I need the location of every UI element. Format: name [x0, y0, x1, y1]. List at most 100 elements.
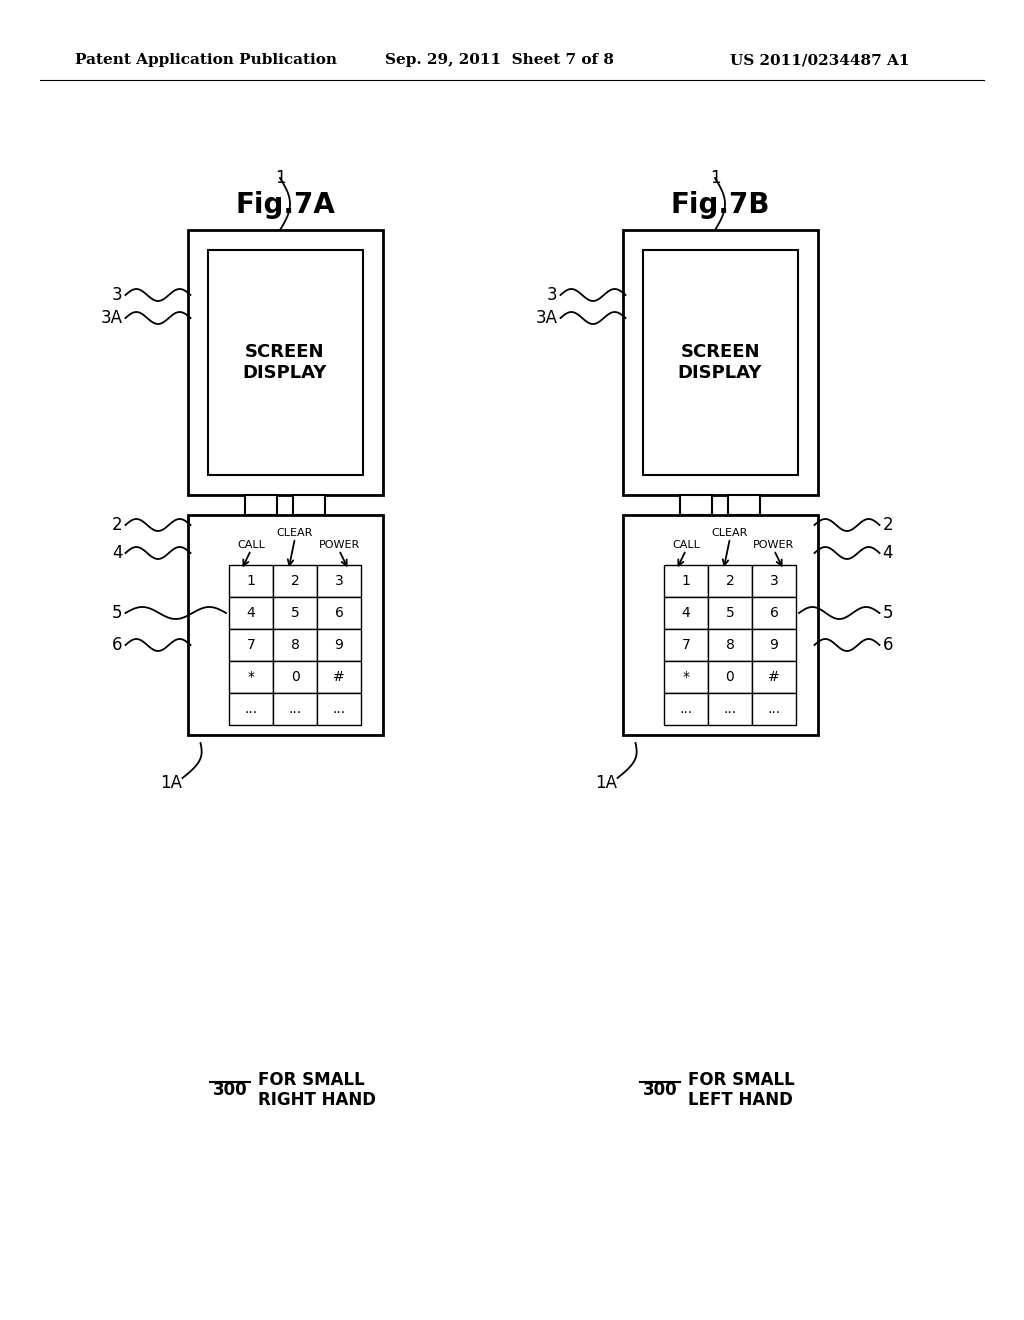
Text: 2: 2 — [112, 516, 123, 535]
Bar — [664, 693, 708, 725]
Text: 6: 6 — [883, 636, 893, 653]
Bar — [273, 597, 317, 630]
Text: 6: 6 — [112, 636, 123, 653]
Text: 300: 300 — [643, 1081, 677, 1100]
Text: 7: 7 — [247, 638, 255, 652]
Text: 3: 3 — [547, 286, 557, 304]
Text: 1: 1 — [274, 169, 286, 187]
Text: 1A: 1A — [596, 774, 617, 792]
Bar — [293, 495, 325, 515]
Text: Sep. 29, 2011  Sheet 7 of 8: Sep. 29, 2011 Sheet 7 of 8 — [385, 53, 614, 67]
Text: 6: 6 — [335, 606, 343, 620]
Text: ...: ... — [723, 702, 736, 715]
Text: CLEAR: CLEAR — [712, 528, 749, 539]
Text: 1: 1 — [247, 574, 255, 587]
Text: 2: 2 — [726, 574, 734, 587]
Text: #: # — [768, 671, 780, 684]
Text: 0: 0 — [291, 671, 299, 684]
Bar — [187, 230, 383, 495]
Text: 2: 2 — [291, 574, 299, 587]
Text: 5: 5 — [726, 606, 734, 620]
Text: 9: 9 — [770, 638, 778, 652]
Text: 5: 5 — [883, 605, 893, 622]
Bar — [752, 661, 796, 693]
Bar — [680, 495, 712, 515]
Bar — [664, 565, 708, 597]
Bar — [664, 630, 708, 661]
Bar — [752, 693, 796, 725]
Bar — [229, 661, 273, 693]
Text: ...: ... — [767, 702, 780, 715]
Bar — [623, 515, 817, 735]
Text: 8: 8 — [726, 638, 734, 652]
Text: 1A: 1A — [161, 774, 182, 792]
Text: 2: 2 — [883, 516, 893, 535]
Text: 5: 5 — [112, 605, 123, 622]
Text: #: # — [333, 671, 345, 684]
Bar — [752, 565, 796, 597]
Text: 1: 1 — [710, 169, 720, 187]
Text: 4: 4 — [247, 606, 255, 620]
Text: FOR SMALL
RIGHT HAND: FOR SMALL RIGHT HAND — [258, 1071, 376, 1109]
Text: 4: 4 — [112, 544, 123, 562]
Bar — [317, 661, 361, 693]
Text: Patent Application Publication: Patent Application Publication — [75, 53, 337, 67]
Text: 3A: 3A — [536, 309, 557, 327]
Text: 4: 4 — [883, 544, 893, 562]
Text: 3: 3 — [112, 286, 123, 304]
Text: CALL: CALL — [672, 540, 700, 550]
Bar — [317, 597, 361, 630]
Text: POWER: POWER — [754, 540, 795, 550]
Bar — [245, 495, 278, 515]
Text: 9: 9 — [335, 638, 343, 652]
Text: CALL: CALL — [238, 540, 265, 550]
Bar — [664, 661, 708, 693]
Text: SCREEN
DISPLAY: SCREEN DISPLAY — [678, 343, 762, 381]
Text: SCREEN
DISPLAY: SCREEN DISPLAY — [243, 343, 328, 381]
Text: 1: 1 — [682, 574, 690, 587]
Text: *: * — [248, 671, 255, 684]
Text: 4: 4 — [682, 606, 690, 620]
Bar — [708, 565, 752, 597]
Text: 0: 0 — [726, 671, 734, 684]
Text: *: * — [683, 671, 689, 684]
Text: CLEAR: CLEAR — [276, 528, 313, 539]
Text: 6: 6 — [770, 606, 778, 620]
Bar — [317, 693, 361, 725]
Bar — [752, 630, 796, 661]
Bar — [273, 693, 317, 725]
Text: US 2011/0234487 A1: US 2011/0234487 A1 — [730, 53, 909, 67]
Text: POWER: POWER — [318, 540, 359, 550]
Bar — [229, 565, 273, 597]
Bar — [229, 597, 273, 630]
Text: ...: ... — [680, 702, 692, 715]
Bar — [708, 630, 752, 661]
Text: ...: ... — [245, 702, 258, 715]
Text: FOR SMALL
LEFT HAND: FOR SMALL LEFT HAND — [688, 1071, 795, 1109]
Text: Fig.7B: Fig.7B — [671, 191, 770, 219]
Text: 5: 5 — [291, 606, 299, 620]
Text: 8: 8 — [291, 638, 299, 652]
Bar — [229, 630, 273, 661]
Bar — [208, 249, 362, 475]
Text: 3: 3 — [335, 574, 343, 587]
Bar — [317, 565, 361, 597]
Bar — [229, 693, 273, 725]
Bar — [708, 693, 752, 725]
Bar — [708, 597, 752, 630]
Bar — [642, 249, 798, 475]
Text: 7: 7 — [682, 638, 690, 652]
Bar — [623, 230, 817, 495]
Text: 300: 300 — [213, 1081, 248, 1100]
Bar — [728, 495, 760, 515]
Text: ...: ... — [333, 702, 345, 715]
Text: ...: ... — [289, 702, 301, 715]
Bar — [752, 597, 796, 630]
Bar — [187, 515, 383, 735]
Text: 3A: 3A — [100, 309, 123, 327]
Bar — [664, 597, 708, 630]
Bar — [273, 565, 317, 597]
Text: Fig.7A: Fig.7A — [236, 191, 335, 219]
Text: 3: 3 — [770, 574, 778, 587]
Bar — [273, 661, 317, 693]
